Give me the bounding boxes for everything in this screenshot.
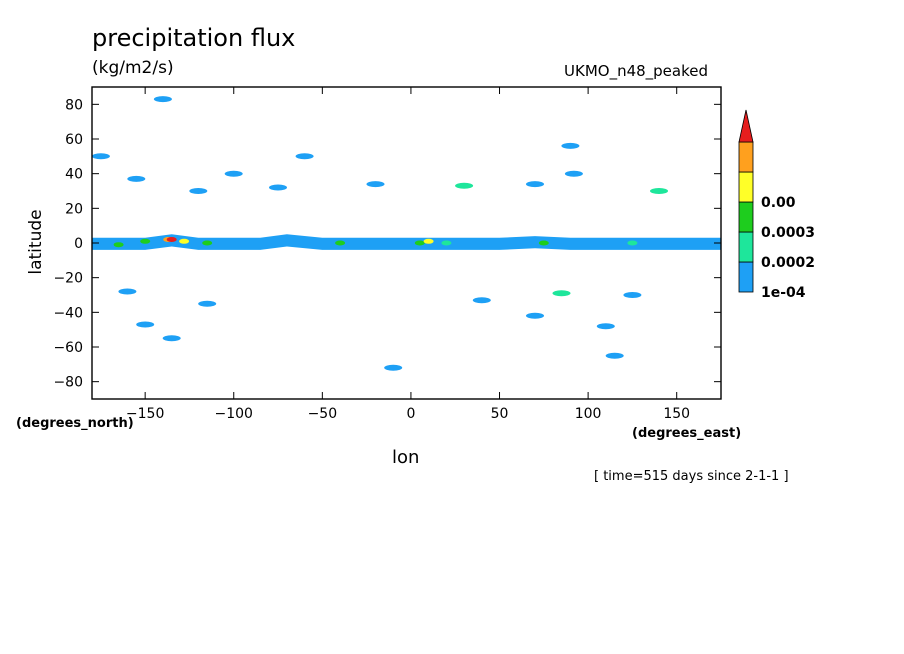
y-tick-label: −80: [53, 375, 83, 391]
precip-cell: [384, 364, 403, 371]
precip-peak-cell: [202, 240, 213, 246]
precip-cell: [455, 182, 474, 189]
precip-peak-cell: [423, 238, 434, 244]
precip-cell: [526, 181, 544, 188]
precip-peak-cell: [179, 238, 190, 244]
precip-cell: [127, 175, 146, 182]
y-tick-label: −40: [53, 305, 83, 321]
precip-peak-cell: [414, 240, 425, 246]
precip-cell: [295, 153, 314, 160]
x-tick-label: −150: [126, 406, 164, 422]
precip-peak-cell: [627, 240, 638, 246]
precip-cell: [596, 323, 615, 330]
y-tick-label: 40: [65, 167, 83, 183]
x-tick-label: 50: [491, 406, 509, 422]
precip-cell: [472, 297, 491, 304]
y-tick-label: −20: [53, 271, 83, 287]
colorbar-segment: [738, 171, 754, 203]
colorbar-segment: [738, 201, 754, 233]
precip-cell: [650, 188, 668, 194]
x-axis-label: lon: [392, 447, 420, 468]
x-unit-label: (degrees_east): [632, 426, 742, 441]
colorbar-label: 1e-04: [761, 285, 806, 301]
y-tick-label: 60: [65, 132, 83, 148]
precip-cell: [623, 292, 642, 298]
precip-cell: [91, 153, 110, 160]
colorbar-segment: [738, 261, 754, 293]
precip-peak-cell: [166, 237, 177, 242]
x-tick-label: −50: [308, 406, 338, 422]
x-tick-label: 0: [406, 406, 415, 422]
x-tick-label: 150: [663, 406, 690, 422]
equatorial-precip-band: [92, 234, 721, 250]
precip-cell: [189, 188, 208, 194]
y-tick-label: −60: [53, 340, 83, 356]
x-tick-label: −100: [215, 406, 253, 422]
chart-units: (kg/m2/s): [92, 58, 174, 78]
precip-cell: [561, 142, 580, 149]
precip-cell: [153, 96, 172, 103]
axis-ticks: −150 −100 −50 0 50 100 150 −80 −60 −40 −20 0 20 40 60 8…: [53, 87, 721, 422]
model-name: UKMO_n48_peaked: [564, 62, 709, 80]
precip-cell: [224, 170, 243, 177]
precip-cell: [269, 184, 287, 191]
precip-cell: [526, 312, 544, 319]
y-tick-label: 20: [65, 201, 83, 217]
precip-cell: [564, 170, 583, 177]
precip-peak-cell: [113, 242, 124, 248]
precip-cell: [366, 181, 385, 188]
precip-peak-cell: [441, 240, 452, 246]
precip-cell: [198, 300, 217, 307]
chart-title: precipitation flux: [92, 24, 296, 52]
colorbar-label: 0.00: [761, 195, 796, 211]
precip-cell: [136, 321, 155, 328]
colorbar-segment: [738, 141, 754, 173]
precip-cell: [552, 290, 571, 297]
precip-peak-cell: [335, 240, 346, 246]
colorbar-label: 0.0003: [761, 225, 815, 241]
y-tick-label: 80: [65, 97, 83, 113]
precip-cell: [118, 288, 137, 295]
colorbar-label: 0.0002: [761, 255, 815, 271]
time-label: [ time=515 days since 2-1-1 ]: [594, 469, 789, 484]
precip-peak-cell: [140, 238, 151, 244]
colorbar-arrow: [738, 109, 754, 143]
y-unit-label: (degrees_north): [16, 416, 134, 431]
colorbar: 1e-04 0.0002 0.0003 0.00: [738, 109, 815, 301]
precip-cell: [162, 335, 181, 342]
y-tick-label: 0: [74, 236, 83, 252]
precip-peak-cell: [538, 240, 549, 246]
contour-fields: [91, 96, 721, 371]
x-tick-label: 100: [575, 406, 602, 422]
precip-cell: [605, 352, 624, 359]
colorbar-segment: [738, 231, 754, 263]
